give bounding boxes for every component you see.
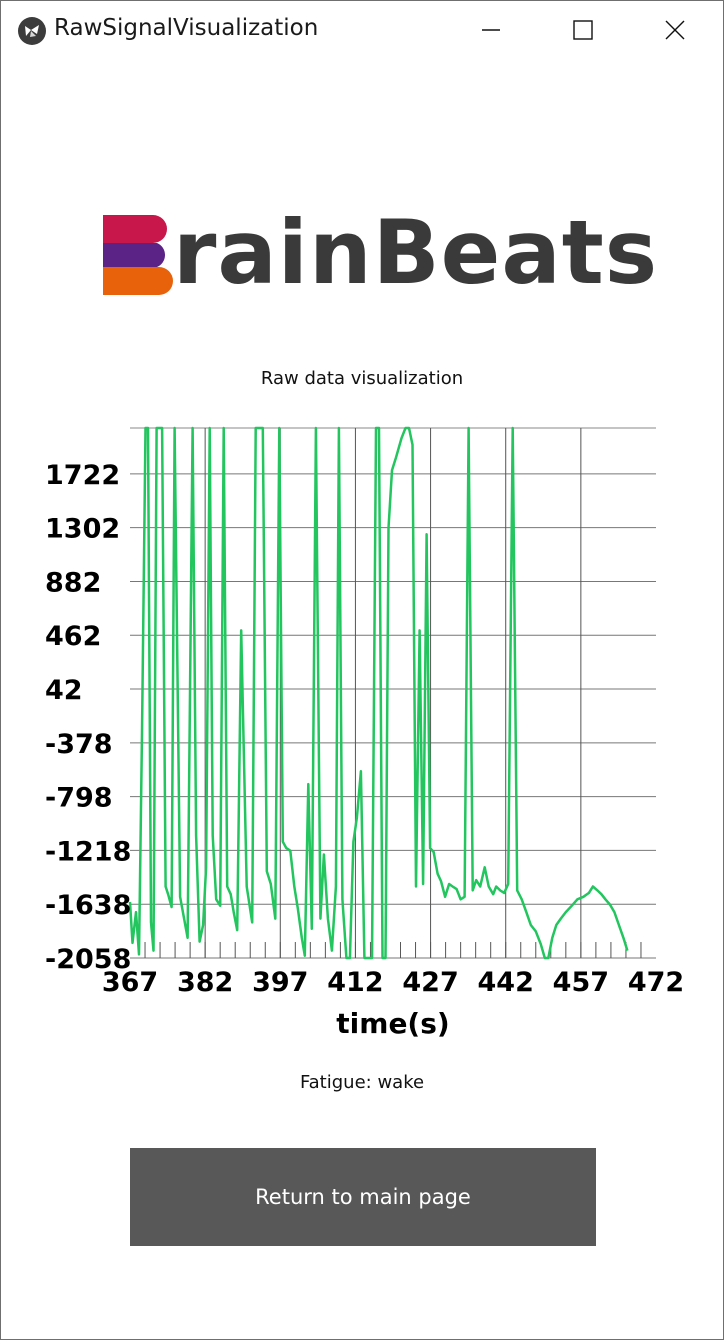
x-tick-label: 397 xyxy=(252,967,308,998)
chart-ticks xyxy=(144,942,642,958)
close-button[interactable] xyxy=(629,1,721,59)
y-tick-label: 1722 xyxy=(45,460,120,491)
x-tick-label: 442 xyxy=(478,967,534,998)
x-tick-label: 367 xyxy=(102,967,158,998)
y-tick-label: 462 xyxy=(45,621,101,652)
x-axis-label: time(s) xyxy=(336,1007,449,1040)
window-title: RawSignalVisualization xyxy=(54,15,319,41)
x-tick-label: 427 xyxy=(402,967,458,998)
y-tick-label: -1218 xyxy=(45,836,131,867)
x-tick-label: 382 xyxy=(177,967,233,998)
minimize-icon xyxy=(482,29,500,31)
y-tick-label: 1302 xyxy=(45,514,120,545)
fatigue-status: Fatigue: wake xyxy=(299,1072,425,1093)
y-tick-label: -798 xyxy=(45,783,113,814)
return-to-main-button[interactable]: Return to main page xyxy=(130,1148,596,1246)
y-tick-label: 882 xyxy=(45,567,101,598)
kivy-icon xyxy=(18,17,46,45)
title-bar[interactable]: RawSignalVisualization xyxy=(1,1,723,59)
maximize-button[interactable] xyxy=(537,1,629,59)
x-tick-label: 412 xyxy=(327,967,383,998)
logo-wordmark: rainBeats xyxy=(173,201,659,304)
chart-title: Raw data visualization xyxy=(260,368,464,389)
y-tick-label: -2058 xyxy=(45,944,131,975)
chart-series xyxy=(128,426,629,960)
minimize-button[interactable] xyxy=(445,1,537,59)
chart-labels: -2058 -1638 -1218 -798 -378 42 462 882 1302 1722 3… xyxy=(45,460,684,1040)
x-tick-label: 472 xyxy=(628,967,684,998)
maximize-icon xyxy=(573,20,593,40)
brainbeats-logo: rainBeats xyxy=(103,205,657,301)
logo-b-mark xyxy=(103,215,173,295)
raw-signal-chart: -2058 -1638 -1218 -798 -378 42 462 882 1302 1722 3… xyxy=(45,426,684,1040)
y-tick-label: -378 xyxy=(45,729,113,760)
x-tick-label: 457 xyxy=(553,967,609,998)
y-tick-label: 42 xyxy=(45,675,83,706)
close-icon xyxy=(665,20,685,40)
y-tick-label: -1638 xyxy=(45,890,131,921)
series-line xyxy=(128,426,629,960)
